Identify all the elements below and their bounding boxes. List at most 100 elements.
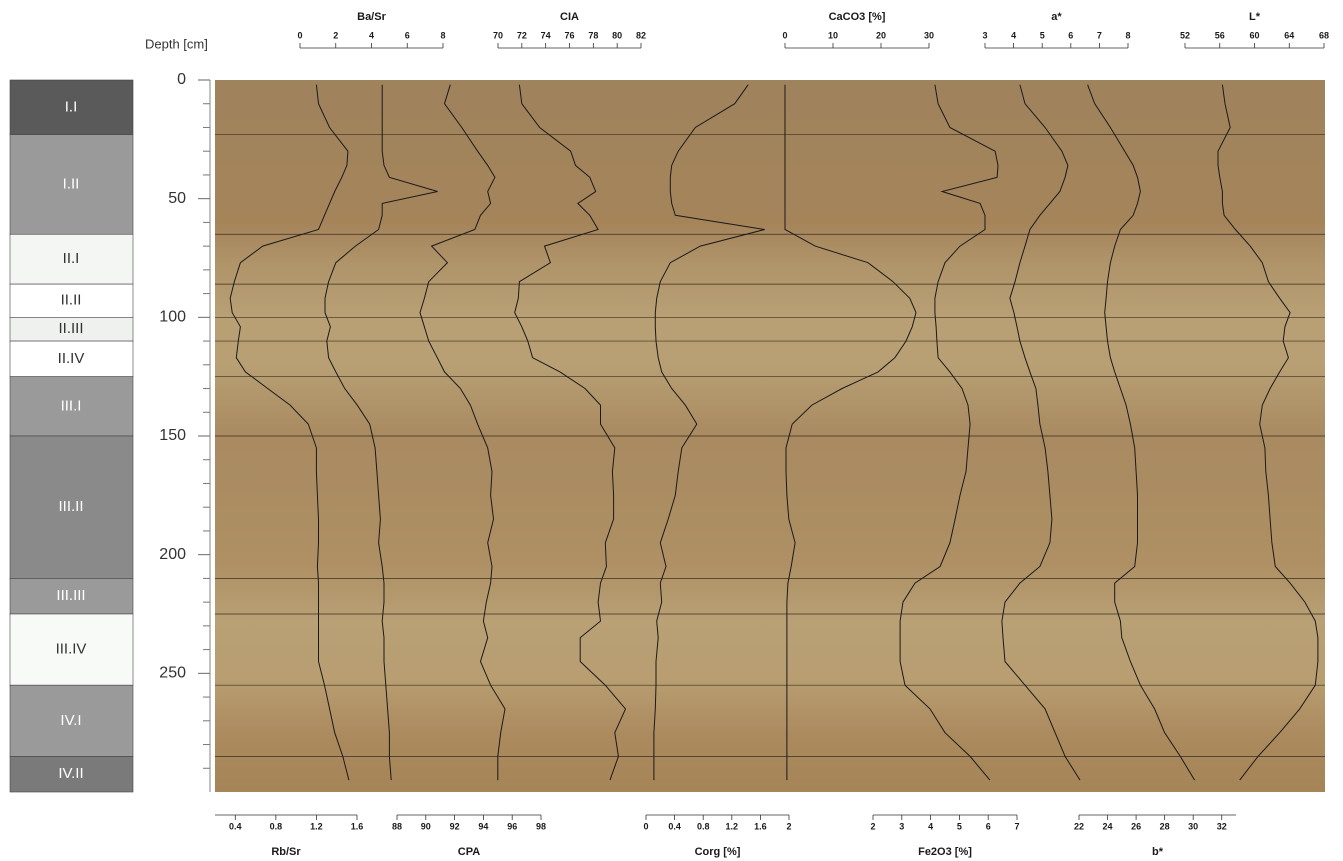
x-tick-label: 78 — [588, 30, 598, 40]
x-tick-label: 6 — [1068, 30, 1073, 40]
x-tick-label: 72 — [517, 30, 527, 40]
x-tick-label: 7 — [1097, 30, 1102, 40]
axis-name: b* — [1152, 846, 1164, 858]
unit-box — [9, 435, 134, 579]
unit-label: III.III — [56, 587, 85, 604]
x-tick-label: 4 — [1011, 30, 1016, 40]
x-tick-label: 8 — [440, 30, 445, 40]
unit-label: III.I — [61, 397, 82, 414]
x-tick-label: 22 — [1074, 821, 1084, 831]
unit-box — [9, 756, 134, 793]
x-tick-label: 28 — [1160, 821, 1170, 831]
unit-box — [9, 340, 134, 377]
unit-box — [9, 578, 134, 615]
x-tick-label: 92 — [450, 821, 460, 831]
x-tick-label: 4 — [928, 821, 933, 831]
y-tick-label: 150 — [159, 427, 186, 444]
unit-box — [9, 613, 134, 686]
x-tick-label: 76 — [564, 30, 574, 40]
x-tick-label: 20 — [876, 30, 886, 40]
x-tick-label: 52 — [1180, 30, 1190, 40]
x-tick-label: 98 — [536, 821, 546, 831]
x-tick-label: 7 — [1014, 821, 1019, 831]
x-tick-label: 2 — [333, 30, 338, 40]
x-tick-label: 0.4 — [229, 821, 242, 831]
unit-box — [9, 684, 134, 757]
x-tick-label: 10 — [828, 30, 838, 40]
x-tick-label: 6 — [986, 821, 991, 831]
axis-name: CIA — [560, 11, 579, 23]
x-tick-label: 24 — [1103, 821, 1113, 831]
x-tick-label: 60 — [1249, 30, 1259, 40]
unit-box — [9, 283, 134, 318]
proxy-line — [653, 84, 765, 781]
x-tick-label: 0 — [782, 30, 787, 40]
x-tick-label: 1.6 — [754, 821, 767, 831]
x-tick-label: 0.4 — [668, 821, 681, 831]
x-tick-label: 0 — [297, 30, 302, 40]
unit-label: II.III — [58, 320, 83, 337]
x-tick-label: 68 — [1319, 30, 1329, 40]
x-tick-label: 3 — [899, 821, 904, 831]
x-tick-label: 4 — [369, 30, 374, 40]
axis-name: L* — [1249, 11, 1261, 23]
proxy-line — [514, 84, 627, 781]
y-tick-label: 0 — [177, 71, 186, 88]
x-tick-label: 1.2 — [310, 821, 323, 831]
unit-box — [9, 79, 134, 135]
x-tick-label: 3 — [982, 30, 987, 40]
proxy-line — [784, 84, 917, 781]
x-tick-label: 32 — [1217, 821, 1227, 831]
proxy-line — [1087, 84, 1196, 781]
proxy-line — [419, 84, 506, 781]
x-tick-label: 5 — [1040, 30, 1045, 40]
x-tick-label: 0.8 — [270, 821, 283, 831]
proxy-line — [229, 84, 350, 781]
x-tick-label: 80 — [612, 30, 622, 40]
y-tick-label: 50 — [168, 190, 186, 207]
x-tick-label: 56 — [1215, 30, 1225, 40]
x-tick-label: 2 — [786, 821, 791, 831]
x-tick-label: 64 — [1284, 30, 1294, 40]
x-tick-label: 26 — [1131, 821, 1141, 831]
x-tick-label: 0 — [643, 821, 648, 831]
x-tick-label: 0.8 — [697, 821, 710, 831]
axis-name: CPA — [458, 846, 480, 858]
y-tick-label: 100 — [159, 309, 186, 326]
unit-label: II.II — [61, 292, 82, 309]
proxy-line — [899, 84, 999, 781]
unit-label: IV.I — [60, 712, 81, 729]
x-tick-label: 6 — [405, 30, 410, 40]
x-tick-label: 2 — [870, 821, 875, 831]
y-tick-label: 200 — [159, 546, 186, 563]
x-tick-label: 96 — [507, 821, 517, 831]
unit-label: II.I — [63, 250, 80, 267]
x-tick-label: 90 — [421, 821, 431, 831]
axis-name: Corg [%] — [695, 846, 741, 858]
x-tick-label: 1.2 — [726, 821, 739, 831]
depth-label: Depth [cm] — [145, 36, 208, 51]
x-tick-label: 30 — [1188, 821, 1198, 831]
unit-label: II.IV — [58, 350, 85, 367]
unit-box — [9, 233, 134, 285]
x-tick-label: 8 — [1125, 30, 1130, 40]
x-tick-label: 1.6 — [351, 821, 364, 831]
x-tick-label: 30 — [924, 30, 934, 40]
axis-name: Rb/Sr — [271, 846, 301, 858]
proxy-line — [1217, 84, 1319, 781]
unit-label: I.I — [65, 98, 78, 115]
unit-label: IV.II — [58, 765, 83, 782]
x-tick-label: 74 — [541, 30, 551, 40]
proxy-line — [1001, 84, 1081, 781]
x-tick-label: 94 — [478, 821, 488, 831]
axis-name: Fe2O3 [%] — [918, 846, 972, 858]
unit-label: III.II — [58, 498, 83, 515]
unit-label: III.IV — [56, 641, 87, 658]
x-tick-label: 5 — [957, 821, 962, 831]
unit-label: I.II — [63, 175, 80, 192]
axis-name: CaCO3 [%] — [829, 11, 886, 23]
axis-name: a* — [1051, 11, 1062, 23]
x-tick-label: 82 — [636, 30, 646, 40]
x-tick-label: 70 — [493, 30, 503, 40]
